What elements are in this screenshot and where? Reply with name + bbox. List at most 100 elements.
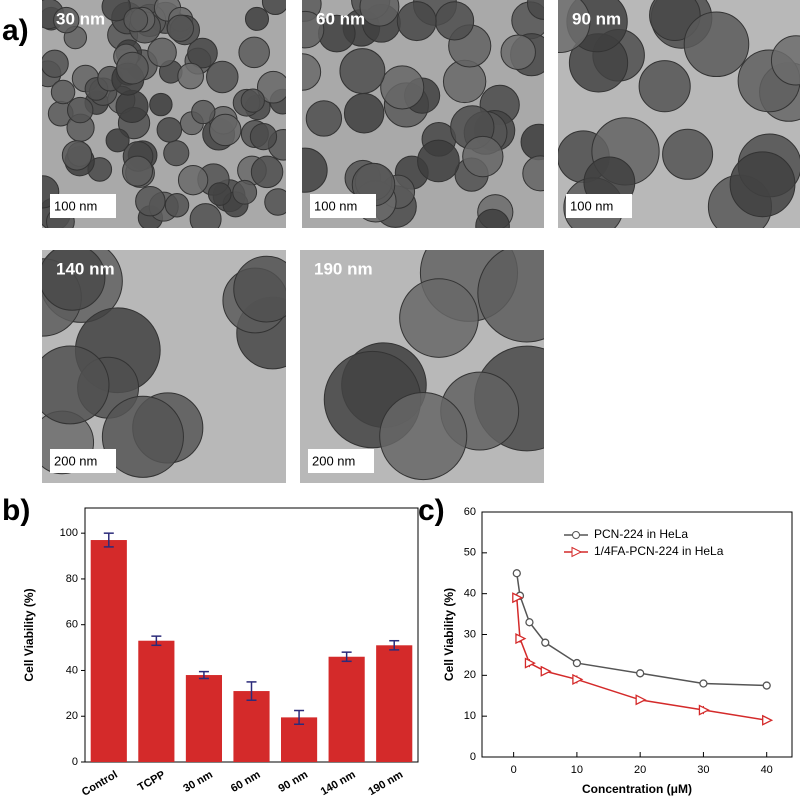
particle [380, 65, 425, 110]
particle [729, 151, 796, 218]
point [540, 665, 552, 677]
particle [475, 208, 510, 228]
tem-image: 90 nm 100 nm [558, 0, 800, 228]
image-label: 90 nm [572, 9, 621, 28]
series-line [516, 573, 767, 687]
bar [328, 656, 365, 762]
x-tick-label: 90 nm [276, 769, 310, 795]
particle [396, 1, 437, 42]
x-tick-label: 60 nm [229, 769, 263, 795]
tem-image: 190 nm 200 nm [300, 250, 544, 483]
particle [149, 92, 173, 117]
y-tick-label: 20 [464, 669, 476, 681]
particle [189, 203, 222, 228]
y-tick-label: 60 [464, 506, 476, 518]
bar [233, 691, 270, 762]
legend-marker [571, 546, 583, 558]
particle [177, 164, 209, 196]
particle [522, 155, 544, 192]
particle [101, 395, 184, 478]
bar [376, 645, 413, 762]
y-tick-label: 30 [464, 628, 476, 640]
particle [116, 51, 149, 85]
particle [264, 188, 286, 216]
particle [500, 34, 536, 70]
particle [163, 140, 190, 167]
particle [101, 0, 131, 22]
particle [520, 123, 544, 161]
point [541, 638, 550, 647]
particle [379, 391, 468, 481]
y-tick-label: 80 [66, 573, 78, 585]
particle [477, 250, 544, 343]
point [699, 679, 708, 688]
y-tick-label: 40 [464, 588, 476, 600]
particle [662, 128, 714, 180]
x-tick-label: 20 [634, 764, 646, 776]
scale-label: 200 nm [54, 453, 97, 468]
point [762, 681, 771, 690]
particle [558, 0, 591, 54]
x-tick-label: 190 nm [366, 769, 405, 798]
x-tick-label: Control [80, 769, 120, 799]
scale-label: 100 nm [54, 198, 97, 213]
point [524, 657, 536, 669]
particle [53, 6, 80, 34]
particle [121, 155, 154, 187]
scale-box [308, 449, 374, 473]
particle [42, 49, 69, 78]
particle [164, 193, 190, 218]
particles [302, 0, 544, 228]
scale-label: 200 nm [312, 453, 355, 468]
scale-label: 100 nm [570, 198, 613, 213]
scale-label: 100 nm [314, 198, 357, 213]
particle [156, 117, 183, 143]
legend-label: PCN-224 in HeLa [594, 527, 688, 541]
particle [105, 128, 130, 153]
y-axis-label: Cell Viability (%) [22, 588, 36, 681]
particle [166, 14, 194, 42]
particle [177, 62, 204, 90]
particle [209, 113, 242, 147]
particle [249, 122, 278, 151]
point [512, 592, 524, 604]
particle [683, 11, 750, 78]
y-tick-label: 0 [72, 756, 78, 768]
point [762, 714, 774, 726]
y-tick-label: 40 [66, 664, 78, 676]
y-tick-label: 100 [60, 527, 78, 539]
particle [115, 89, 149, 124]
particle [207, 182, 232, 206]
x-axis-label: Concentration (μM) [582, 782, 692, 796]
x-tick-label: 30 nm [181, 769, 215, 795]
point [698, 704, 710, 716]
particle [238, 36, 270, 69]
particle [244, 6, 270, 31]
particle [42, 250, 106, 311]
tem-image: 30 nm 100 nm [42, 0, 286, 228]
legend-label: 1/4FA-PCN-224 in HeLa [594, 544, 724, 558]
point [512, 569, 521, 578]
y-axis-label: Cell Viability (%) [442, 588, 456, 681]
particle [302, 147, 328, 193]
y-tick-label: 50 [464, 547, 476, 559]
image-label: 30 nm [56, 9, 105, 28]
particle [417, 139, 460, 183]
point [525, 618, 534, 627]
x-tick-label: 40 [761, 764, 773, 776]
particle [147, 37, 177, 68]
particle [206, 60, 239, 94]
panel-label: a) [2, 14, 29, 47]
image-label: 190 nm [314, 259, 373, 278]
particle [305, 100, 343, 137]
particle [399, 278, 479, 358]
particle [638, 60, 691, 113]
particle [770, 35, 800, 86]
y-tick-label: 20 [66, 710, 78, 722]
particle [359, 0, 400, 27]
particle [191, 99, 216, 125]
particle [302, 53, 322, 91]
particle [42, 345, 110, 425]
scale-box [566, 194, 632, 218]
